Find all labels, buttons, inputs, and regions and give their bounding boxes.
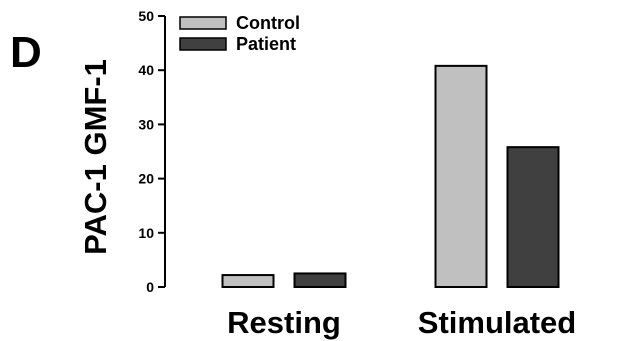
bar-patient-stimulated <box>506 146 560 288</box>
bars-group <box>221 64 560 289</box>
x-category-label: Stimulated <box>418 305 576 340</box>
y-axis-ticks: 0 10 20 30 40 50 <box>138 8 165 295</box>
bar-control-stimulated <box>434 64 488 288</box>
x-category-label: Resting <box>227 305 341 340</box>
legend-swatch <box>179 16 227 30</box>
y-axis-label: PAC-1 GMF-1 <box>78 59 113 255</box>
bar-control-resting <box>221 274 275 288</box>
category-labels: Resting Stimulated <box>227 305 576 340</box>
y-tick-label: 10 <box>138 225 154 241</box>
y-tick-label: 50 <box>138 8 154 24</box>
y-tick-label: 40 <box>138 62 154 78</box>
legend-swatch <box>179 37 227 51</box>
y-tick-label: 20 <box>138 171 154 187</box>
legend-label: Control <box>236 13 300 33</box>
panel-label: D <box>10 28 42 77</box>
legend-label: Patient <box>236 34 296 54</box>
y-tick-label: 30 <box>138 116 154 132</box>
y-tick-label: 0 <box>146 279 154 295</box>
bar-patient-resting <box>293 272 347 289</box>
